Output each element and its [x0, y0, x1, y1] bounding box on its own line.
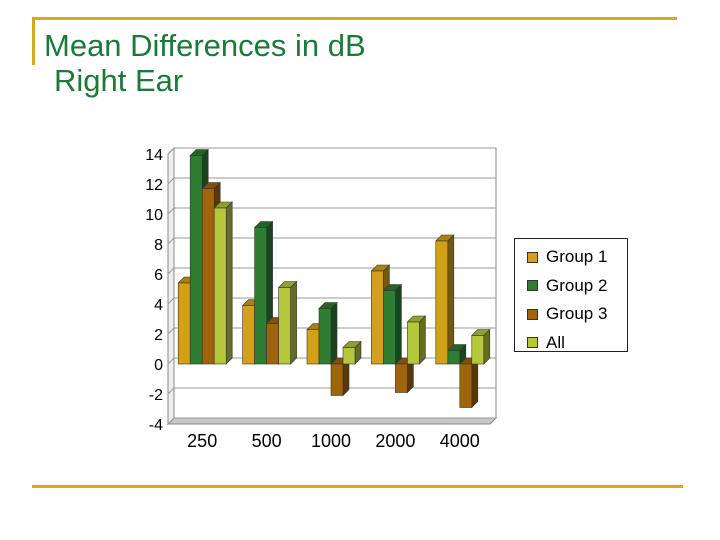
title-line-1: Mean Differences in dB [44, 28, 366, 63]
bar-all-500 [277, 280, 298, 365]
bottom-rule [32, 485, 683, 488]
legend-item: All [527, 329, 627, 358]
gridline-depth [167, 297, 175, 305]
legend-label: Group 1 [546, 247, 608, 267]
bar-front [177, 282, 191, 365]
legend-swatch [527, 308, 538, 320]
y-tick-label: -4 [149, 417, 163, 434]
bar-side [290, 280, 297, 365]
x-tick-label: 1000 [311, 431, 351, 451]
bar-group-2-2000 [382, 283, 403, 365]
chart-bars [177, 148, 491, 409]
bar-all-2000 [406, 315, 427, 365]
top-rule [32, 17, 677, 20]
y-tick-label: 12 [145, 177, 163, 194]
plot-floor [166, 417, 498, 425]
bar-front [189, 155, 203, 365]
bar-side [471, 357, 479, 409]
bar-all-250 [213, 201, 233, 365]
bar-front [447, 350, 461, 365]
gridline-depth [167, 387, 175, 395]
legend-swatch [527, 251, 538, 263]
gridline-depth [167, 207, 175, 215]
gridline-depth [167, 357, 175, 365]
bar-front [371, 270, 384, 365]
bar-side [225, 201, 233, 365]
bar-front [407, 321, 420, 365]
x-tick-label: 2000 [375, 431, 415, 451]
bar-front [383, 290, 396, 365]
bar-front [201, 188, 215, 365]
chart-legend: Group 1 Group 2 Group 3 All [514, 238, 628, 352]
title-line-2: Right Ear [54, 63, 184, 98]
bar-front [254, 227, 267, 365]
bar-front [459, 363, 473, 408]
y-tick-label: 2 [154, 327, 163, 344]
slide-title: Mean Differences in dB Right Ear [44, 28, 366, 98]
bar-group-1-4000 [435, 234, 455, 365]
y-tick-label: 0 [154, 357, 163, 374]
legend-item: Group 3 [527, 300, 627, 329]
y-tick-label: 4 [154, 297, 163, 314]
legend-label: Group 3 [546, 304, 608, 324]
bar-side [419, 315, 426, 365]
bar-front [435, 240, 449, 365]
bar-side [330, 301, 338, 365]
y-tick-label: 14 [145, 147, 163, 164]
bar-front [242, 305, 255, 365]
bar-front [278, 287, 291, 365]
gridline-depth [167, 417, 175, 425]
bar-side [447, 234, 455, 365]
legend-item: Group 2 [527, 272, 627, 301]
gridline-depth [167, 147, 175, 155]
gridline-depth [167, 267, 175, 275]
bar-front [213, 207, 227, 365]
bar-front [266, 323, 279, 365]
plot-side-wall [167, 146, 175, 426]
bar-front [471, 335, 485, 365]
y-tick-label: 8 [154, 237, 163, 254]
gridline-depth [167, 177, 175, 185]
bar-front [342, 347, 356, 365]
x-axis-labels: 250 500 1000 2000 4000 [187, 431, 480, 451]
bar-side [395, 283, 402, 365]
left-rule [32, 17, 35, 65]
legend-label: All [546, 332, 565, 352]
legend-label: Group 2 [546, 275, 608, 295]
legend-swatch [527, 337, 538, 349]
y-tick-label: 6 [154, 267, 163, 284]
gridline-depth [167, 237, 175, 245]
y-tick-label: -2 [149, 387, 163, 404]
bar-group-3-1000 [330, 357, 350, 397]
x-tick-label: 4000 [440, 431, 480, 451]
legend-swatch [527, 280, 538, 292]
bar-group-3-4000 [459, 357, 479, 409]
bar-front [330, 363, 344, 396]
bar-front [318, 308, 332, 365]
gridline-depth [167, 327, 175, 335]
x-tick-label: 250 [187, 431, 217, 451]
y-tick-label: 10 [145, 207, 163, 224]
bar-front [395, 363, 408, 393]
y-axis-ticks: 14 12 10 8 6 4 2 0 -2 -4 [145, 147, 163, 434]
bar-all-1000 [342, 340, 362, 365]
bar-group-2-1000 [318, 301, 338, 365]
bar-front [306, 329, 320, 365]
x-tick-label: 500 [252, 431, 282, 451]
bar-all-4000 [471, 328, 491, 365]
legend-item: Group 1 [527, 243, 627, 272]
